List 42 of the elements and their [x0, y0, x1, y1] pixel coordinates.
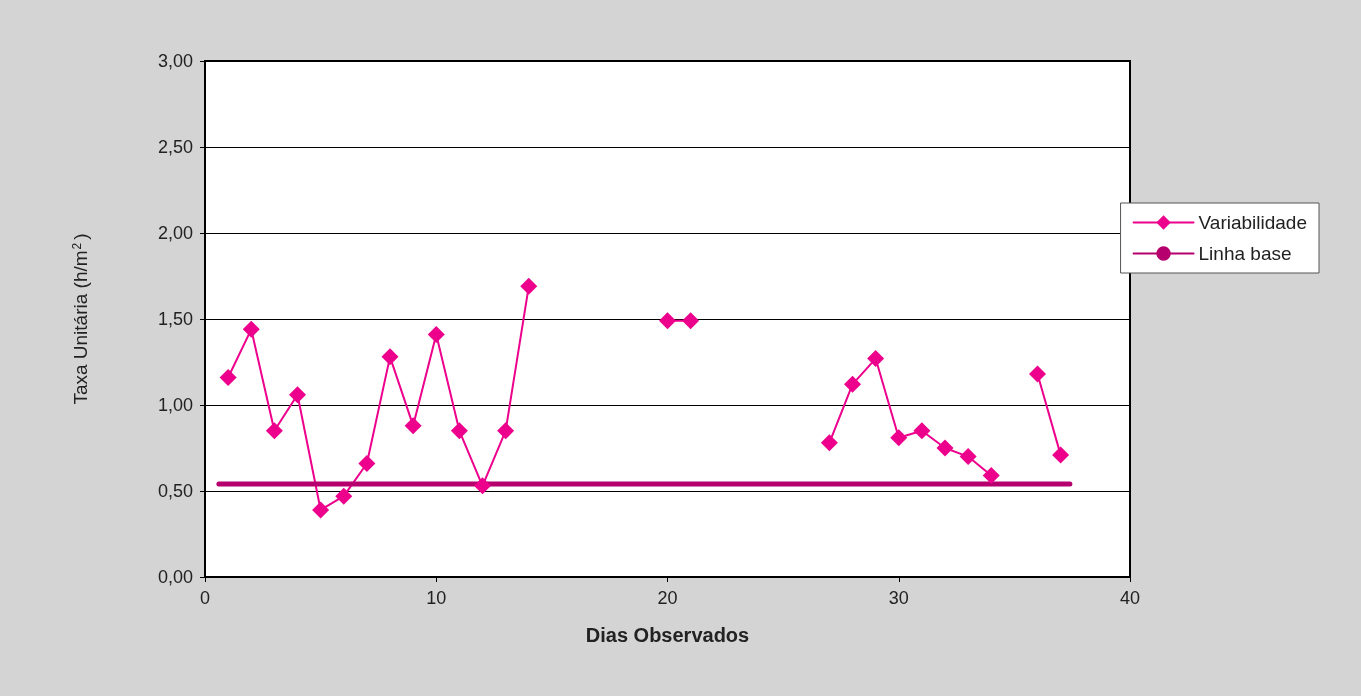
y-tick-label: 0,00: [157, 567, 193, 587]
point: [497, 422, 515, 440]
x-axis-title: Dias Observados: [585, 624, 750, 646]
point: [913, 422, 931, 440]
point: [844, 375, 861, 393]
point: [312, 501, 330, 519]
y-tick-label: 1,00: [157, 395, 193, 415]
y-tick-label: 2,50: [157, 137, 193, 157]
point: [520, 277, 538, 295]
x-tick-label: 20: [657, 588, 678, 608]
point: [335, 487, 353, 505]
legend-label: Linha base: [1198, 243, 1292, 264]
y-tick-label: 0,50: [157, 481, 193, 501]
x-tick-label: 10: [426, 588, 447, 608]
point: [959, 448, 977, 466]
point: [450, 422, 468, 440]
legend-label: Variabilidade: [1198, 212, 1308, 233]
point: [1052, 446, 1070, 464]
point: [982, 467, 1000, 485]
point: [682, 312, 700, 330]
point: [242, 320, 260, 338]
point: [381, 348, 399, 366]
y-tick-label: 2,00: [157, 223, 193, 243]
x-tick-label: 40: [1119, 588, 1141, 608]
point: [867, 350, 885, 368]
point: [820, 434, 838, 452]
point: [219, 368, 237, 386]
x-tick-label: 0: [199, 588, 211, 608]
point: [289, 386, 306, 404]
point: [890, 429, 908, 447]
point: [265, 422, 283, 440]
point: [474, 477, 491, 495]
y-tick-label: 3,00: [157, 51, 193, 71]
point: [358, 454, 376, 472]
y-tick-label: 1,50: [157, 309, 193, 329]
point: [936, 439, 954, 457]
point: [1029, 365, 1046, 383]
x-tick-label: 30: [888, 588, 909, 608]
y-axis-title: Taxa Unitária (h/m2): [70, 233, 91, 405]
point: [659, 312, 676, 330]
point: [404, 417, 422, 435]
point: [427, 325, 445, 343]
